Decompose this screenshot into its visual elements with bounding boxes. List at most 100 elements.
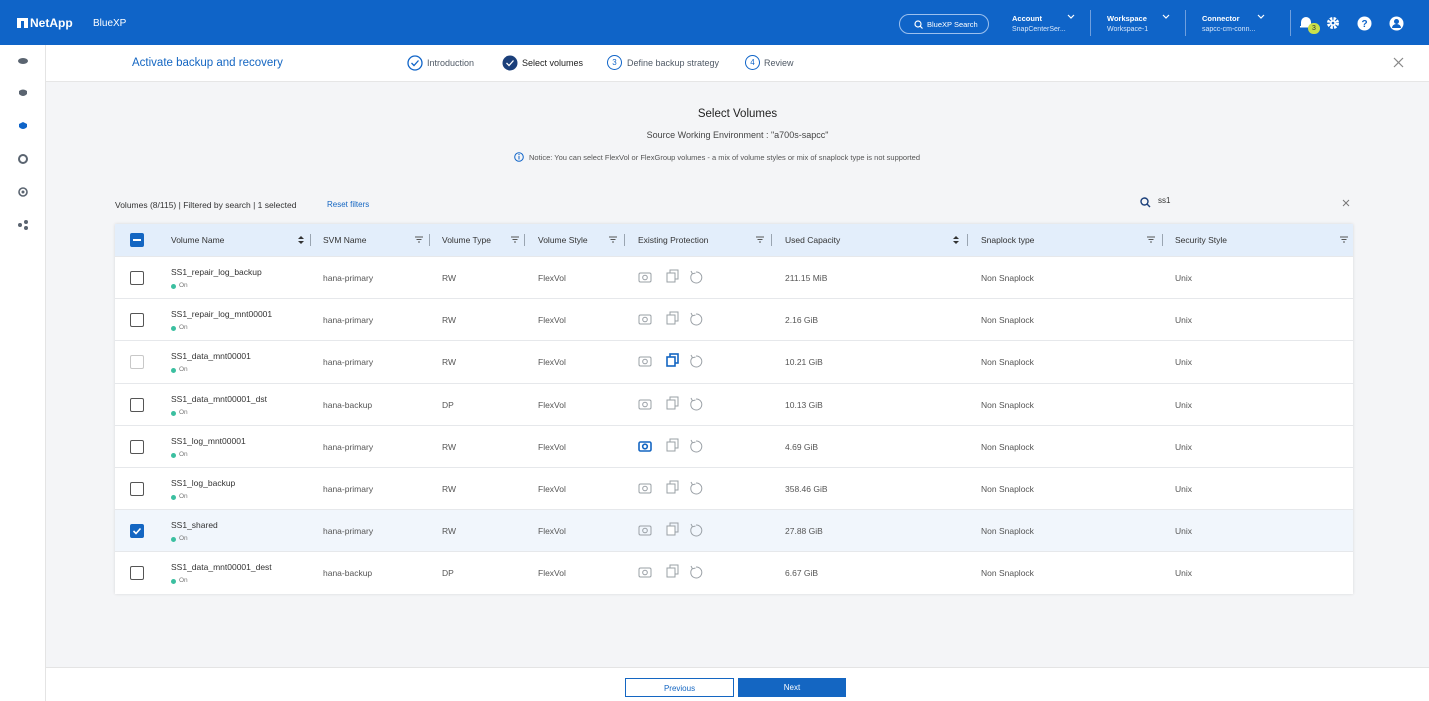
column-header[interactable]: Snaplock type xyxy=(981,235,1035,245)
table-row[interactable]: SS1_shared On hana-primary RW FlexVol 27.88 G… xyxy=(115,509,1353,552)
camera-lens xyxy=(642,527,648,534)
clear-search-button[interactable] xyxy=(1342,199,1350,207)
row-checkbox[interactable] xyxy=(130,524,144,539)
row-checkbox[interactable] xyxy=(130,313,144,328)
column-divider xyxy=(624,234,625,246)
workspace-menu[interactable]: Workspace Workspace-1 xyxy=(1107,12,1177,36)
filter-icon[interactable] xyxy=(1340,236,1348,244)
replication-icon xyxy=(666,522,679,536)
copy-front xyxy=(666,272,676,283)
svm-cell: hana-backup xyxy=(323,568,373,579)
user-icon[interactable] xyxy=(1389,16,1404,31)
wizard-title: Activate backup and recovery xyxy=(132,57,283,69)
column-header[interactable]: SVM Name xyxy=(323,235,367,245)
nav-health[interactable] xyxy=(19,89,27,97)
copy-front xyxy=(666,356,676,368)
table-row[interactable]: SS1_log_mnt00001 On hana-primary RW FlexVol 4… xyxy=(115,424,1353,467)
column-divider xyxy=(967,234,968,246)
svm-cell: hana-backup xyxy=(323,399,373,410)
style-cell: FlexVol xyxy=(538,484,566,494)
table-summary: Volumes (8/115) | Filtered by search | 1… xyxy=(115,200,297,210)
product[interactable]: BlueXP xyxy=(93,18,127,29)
sort-icon[interactable] xyxy=(952,236,960,244)
column-header[interactable]: Used Capacity xyxy=(785,235,841,245)
table-row[interactable]: SS1_repair_log_backup On hana-primary RW Fle… xyxy=(115,256,1353,298)
replication-icon xyxy=(666,353,679,368)
help-icon[interactable]: ? xyxy=(1357,16,1372,31)
volume-status: On xyxy=(179,408,188,416)
table-search-input[interactable]: ss1 xyxy=(1158,196,1171,205)
row-checkbox[interactable] xyxy=(130,566,144,581)
type-cell: RW xyxy=(442,315,457,326)
row-checkbox xyxy=(130,355,144,370)
check-path xyxy=(132,528,142,535)
snapshot-icon xyxy=(638,272,652,283)
table-row[interactable]: SS1_log_backup On hana-primary RW FlexVol 358… xyxy=(115,467,1353,509)
volume-status: On xyxy=(179,366,188,374)
security-cell: Unix xyxy=(1175,568,1193,579)
nav-mobility[interactable] xyxy=(18,187,28,197)
previous-button[interactable]: Previous xyxy=(625,678,734,697)
indeterminate-mark xyxy=(133,239,141,241)
column-header[interactable]: Existing Protection xyxy=(638,235,709,245)
connector-menu[interactable]: Connector sapcc-cm-conn... xyxy=(1202,12,1272,36)
filter-icon[interactable] xyxy=(1147,236,1155,244)
select-all-checkbox[interactable] xyxy=(130,233,144,247)
reset-filters-link[interactable]: Reset filters xyxy=(327,200,370,209)
column-header[interactable]: Volume Style xyxy=(538,235,588,245)
settings-icon[interactable] xyxy=(1326,16,1340,30)
replication-icon xyxy=(666,269,679,283)
capacity-cell: 10.13 GiB xyxy=(785,399,823,410)
capacity-cell: 4.69 GiB xyxy=(785,441,819,452)
type-cell: RW xyxy=(442,441,457,452)
protection-icons xyxy=(638,564,703,579)
nav-protection[interactable] xyxy=(19,122,27,129)
security-cell: Unix xyxy=(1175,315,1193,326)
row-checkbox[interactable] xyxy=(130,397,144,412)
nav-extensions[interactable] xyxy=(18,220,28,230)
top-bar: NetApp BlueXP BlueXP Search Account Snap… xyxy=(0,0,1429,45)
account-menu[interactable]: Account SnapCenterSer... xyxy=(1012,12,1082,36)
nav-governance[interactable] xyxy=(18,154,28,164)
close-button[interactable] xyxy=(1393,57,1404,68)
column-divider xyxy=(429,234,430,246)
snaplock-cell: Non Snaplock xyxy=(981,526,1034,537)
snaplock-cell: Non Snaplock xyxy=(981,357,1034,368)
filter-icon[interactable] xyxy=(756,236,764,244)
menu-value: SnapCenterSer... xyxy=(1012,26,1066,33)
camera-body xyxy=(638,525,652,536)
table-row[interactable]: SS1_data_mnt00001_dst On hana-backup DP Flex… xyxy=(115,382,1353,425)
camera-lens xyxy=(642,570,648,576)
protection-icons xyxy=(638,353,703,368)
backup-arrow xyxy=(690,270,696,275)
style-cell: FlexVol xyxy=(538,568,566,579)
security-cell: Unix xyxy=(1175,484,1193,494)
volume-name: SS1_repair_log_mnt00001 xyxy=(171,309,273,320)
volume-name: SS1_data_mnt00001_dst xyxy=(171,393,267,404)
style-cell: FlexVol xyxy=(538,315,566,326)
filter-icon[interactable] xyxy=(511,236,519,244)
search-placeholder: BlueXP Search xyxy=(927,20,978,29)
next-button[interactable]: Next xyxy=(738,678,846,697)
column-header[interactable]: Volume Type xyxy=(442,235,491,245)
volume-name: SS1_log_mnt00001 xyxy=(171,435,246,446)
table-row[interactable]: SS1_data_mnt00001_dest On hana-backup DP Fle… xyxy=(115,551,1353,594)
search-box[interactable]: BlueXP Search xyxy=(899,14,989,34)
column-header[interactable]: Security Style xyxy=(1175,235,1227,245)
filter-icon[interactable] xyxy=(609,236,617,244)
table-row[interactable]: SS1_repair_log_mnt00001 On hana-primary RW F… xyxy=(115,298,1353,341)
status-dot xyxy=(171,410,176,416)
table-row[interactable]: SS1_data_mnt00001 On hana-primary RW FlexVol… xyxy=(115,340,1353,383)
snaplock-cell: Non Snaplock xyxy=(981,273,1034,283)
copy-front xyxy=(666,525,676,536)
status-dot xyxy=(171,537,176,543)
filter-icon[interactable] xyxy=(415,236,423,244)
sort-icon[interactable] xyxy=(297,236,305,244)
copy-front xyxy=(666,399,676,410)
row-checkbox[interactable] xyxy=(130,271,144,285)
row-checkbox[interactable] xyxy=(130,482,144,496)
row-checkbox[interactable] xyxy=(130,439,144,454)
nav-storage[interactable] xyxy=(18,58,28,64)
column-header[interactable]: Volume Name xyxy=(171,235,225,245)
status-dot xyxy=(171,579,176,585)
